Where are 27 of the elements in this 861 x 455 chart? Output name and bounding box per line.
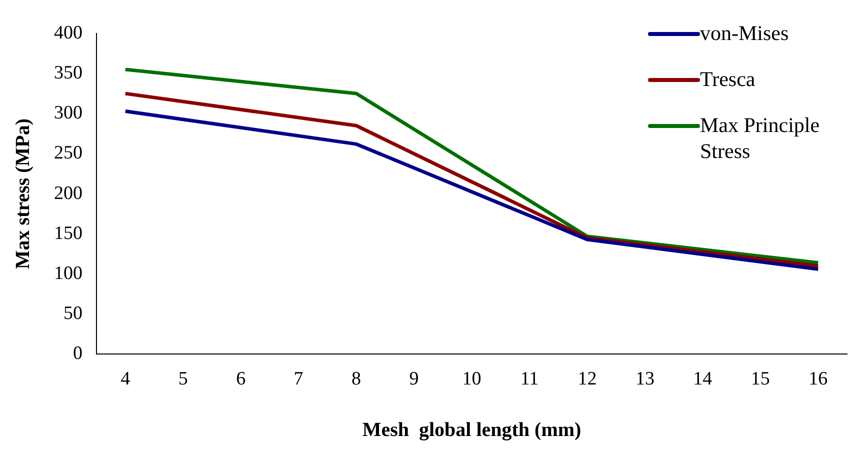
legend-label: Max Principle Stress [700, 112, 821, 164]
y-tick-label: 400 [54, 22, 82, 44]
y-tick-label: 250 [54, 142, 82, 164]
x-tick-label: 15 [750, 368, 770, 390]
y-tick-label: 0 [73, 343, 82, 364]
x-tick-label: 5 [178, 368, 188, 390]
x-tick-label: 9 [409, 368, 419, 390]
x-tick-label: 6 [236, 368, 246, 390]
legend-label: Tresca [700, 66, 756, 92]
x-tick-label: 16 [808, 368, 828, 390]
legend-label: von-Mises [700, 20, 790, 46]
x-tick-label: 10 [462, 368, 482, 390]
y-tick-label: 350 [54, 62, 82, 84]
x-tick-label: 7 [294, 368, 304, 390]
y-axis-title: Max stress (MPa) [12, 118, 34, 270]
y-tick-label: 200 [54, 182, 82, 204]
y-tick-label: 50 [64, 303, 82, 324]
x-tick-label: 8 [352, 368, 362, 390]
x-tick-label: 12 [578, 368, 597, 390]
x-tick-label: 13 [635, 368, 654, 390]
y-tick-label: 300 [54, 102, 82, 124]
x-axis-title: Mesh global length (mm) [362, 419, 582, 442]
x-tick-label: 14 [693, 368, 713, 390]
y-tick-label: 150 [54, 222, 82, 244]
y-tick-label: 100 [54, 262, 82, 284]
x-tick-label: 4 [120, 368, 131, 390]
x-tick-label: 11 [520, 368, 539, 390]
